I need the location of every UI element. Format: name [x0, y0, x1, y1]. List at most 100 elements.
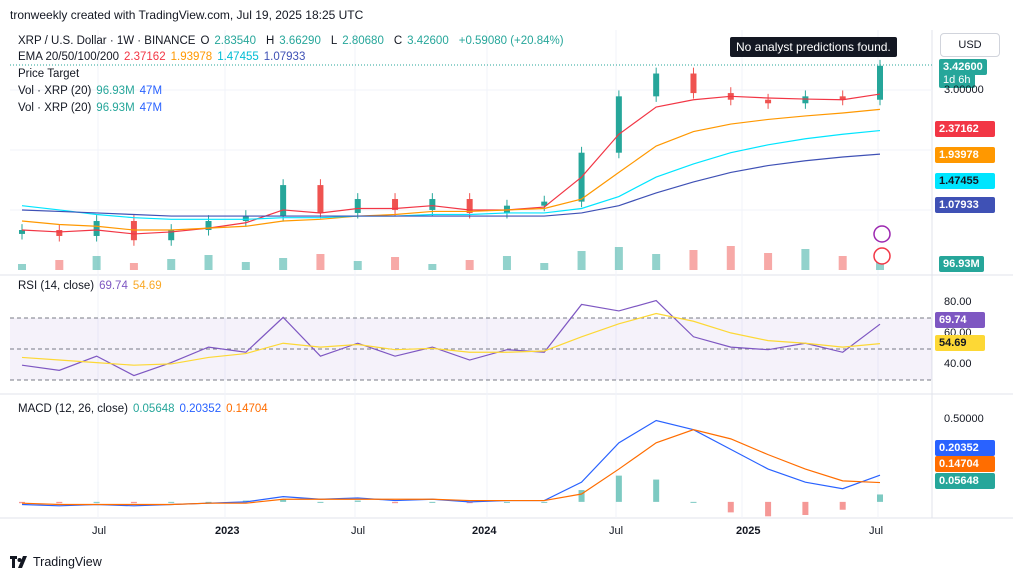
volume-bar	[316, 254, 325, 270]
volume-bar	[129, 263, 138, 270]
rsi-ma-tag: 54.69	[935, 335, 985, 351]
rsi-value: 69.74	[99, 280, 128, 292]
macd-histogram-bar	[541, 501, 548, 503]
volume-bar	[465, 260, 474, 270]
macd-histogram-bar	[130, 501, 137, 504]
ema200-line	[21, 153, 881, 217]
macd-histogram-bar	[802, 501, 809, 515]
volume-legend-2: Vol · XRP (20) 96.93M 47M	[18, 102, 163, 114]
macd-histogram-bar	[653, 479, 660, 502]
volume-tag: 96.93M	[939, 256, 984, 272]
time-axis-label: 2025	[736, 525, 761, 537]
rsi-band	[10, 318, 932, 380]
macd-histogram-bar	[56, 501, 63, 504]
candle-body	[93, 221, 100, 236]
rsi-ma-line	[21, 312, 881, 366]
symbol-name: XRP / U.S. Dollar · 1W · BINANCE	[18, 35, 196, 47]
macd-histogram-bar	[93, 501, 100, 503]
ema50-value: 1.93978	[170, 51, 213, 63]
volume-bar	[167, 259, 176, 270]
volume-bar	[689, 250, 698, 270]
macd-histogram-bar	[503, 501, 510, 503]
candle-body	[839, 96, 846, 100]
volume-bar	[614, 247, 623, 270]
close-value: C 3.42600	[393, 35, 449, 47]
signal-tag: 0.14704	[935, 456, 995, 472]
ema50-tag: 1.93978	[935, 147, 995, 163]
currency-button[interactable]: USD	[940, 33, 1000, 57]
ema20-line	[21, 93, 881, 235]
candle-body	[877, 65, 883, 100]
candle-body	[503, 205, 510, 213]
price-axis-tick: 3.00000	[944, 84, 984, 96]
volume-bar	[540, 263, 549, 270]
signal-line	[21, 429, 881, 506]
macd-line	[21, 419, 881, 507]
macd-histogram-bar	[578, 490, 585, 502]
macd-histogram-bar	[429, 501, 436, 503]
macd-histogram-bar	[690, 501, 697, 503]
open-value: O 2.83540	[200, 35, 256, 47]
macd-histogram-bar	[242, 500, 249, 502]
volume-bar	[726, 246, 735, 270]
ema200-tag: 1.07933	[935, 197, 995, 213]
candle-body	[466, 199, 473, 213]
time-axis-label: Jul	[869, 525, 884, 537]
volume-bar	[428, 264, 437, 270]
macd-tag: 0.20352	[935, 440, 995, 456]
candle-body	[690, 73, 697, 94]
candle-body	[429, 199, 436, 210]
macd-histogram-bar	[354, 500, 361, 502]
candle-body	[130, 221, 137, 241]
candle-body	[615, 96, 622, 153]
rsi-axis-tick-40: 40.00	[944, 358, 972, 370]
macd-histogram-bar	[392, 501, 399, 504]
tradingview-logo-icon	[10, 556, 27, 568]
volume-legend-1: Vol · XRP (20) 96.93M 47M	[18, 85, 163, 97]
volume-bar	[652, 254, 661, 270]
ema100-line	[21, 129, 881, 220]
candle-body	[541, 201, 548, 206]
price-target-legend: Price Target	[18, 68, 80, 80]
macd-value: 0.20352	[179, 403, 222, 415]
ema-legend: EMA 20/50/100/200 2.37162 1.93978 1.47455 1.…	[18, 51, 306, 63]
volume-bar	[577, 251, 586, 270]
candle-body	[168, 230, 175, 241]
macd-axis-tick: 0.50000	[944, 413, 984, 425]
candle-body	[802, 96, 809, 104]
macd-histogram-bar	[466, 501, 473, 504]
high-value: H 3.66290	[265, 35, 321, 47]
candle-body	[280, 185, 287, 217]
symbol-legend: XRP / U.S. Dollar · 1W · BINANCE O 2.83540…	[18, 35, 569, 47]
macd-histogram-bar	[168, 501, 175, 503]
candle-body	[765, 99, 772, 104]
macd-histogram-bar	[19, 501, 25, 504]
volume-bar	[18, 264, 26, 270]
candle-body	[205, 221, 212, 231]
rsi-legend: RSI (14, close) 69.74 54.69	[18, 280, 162, 292]
macd-legend: MACD (12, 26, close) 0.05648 0.20352 0.1470…	[18, 403, 268, 415]
low-value: L 2.80680	[330, 35, 384, 47]
time-axis-label: Jul	[609, 525, 624, 537]
tradingview-logo: TradingView	[10, 555, 102, 569]
chart-attribution: tronweekly created with TradingView.com,…	[10, 8, 364, 22]
rsi-line	[21, 299, 881, 377]
ema200-value: 1.07933	[263, 51, 306, 63]
rsi-ma-value: 54.69	[132, 280, 162, 292]
time-axis-label: Jul	[351, 525, 366, 537]
countdown-tag: 1d 6h	[939, 72, 975, 88]
time-axis-label: 2023	[215, 525, 240, 537]
ema20-tag: 2.37162	[935, 121, 995, 137]
candle-body	[242, 216, 249, 222]
macd-histogram-bar	[205, 501, 212, 503]
hist-tag: 0.05648	[935, 473, 995, 489]
time-axis-label: Jul	[92, 525, 107, 537]
macd-histogram-bar	[615, 475, 622, 502]
last-price-tag: 3.42600	[939, 59, 987, 75]
macd-histogram-bar	[727, 501, 734, 513]
macd-histogram-bar	[280, 499, 287, 502]
ema50-line	[21, 108, 881, 231]
volume-bar	[92, 256, 101, 270]
volume-bar	[391, 257, 400, 270]
